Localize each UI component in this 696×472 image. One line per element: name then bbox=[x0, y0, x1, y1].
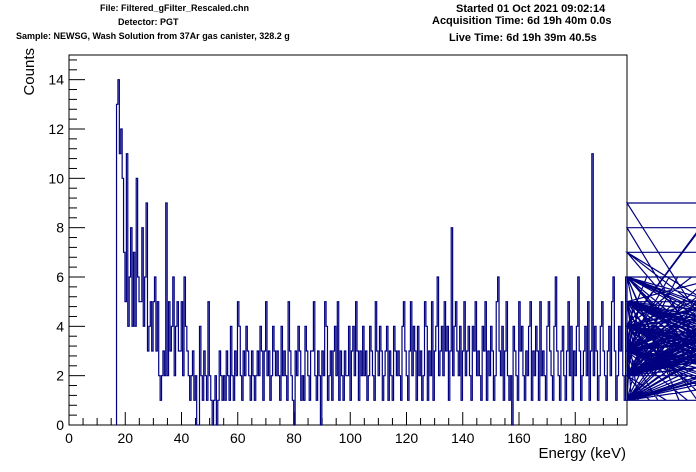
x-tick-label: 40 bbox=[174, 430, 190, 446]
live-time-label: Live Time: 6d 19h 39m 40.5s bbox=[449, 32, 597, 44]
y-tick-label: 0 bbox=[56, 417, 64, 433]
x-tick-label: 140 bbox=[451, 430, 475, 446]
y-tick-label: 12 bbox=[48, 121, 64, 137]
sample-label: Sample: NEWSG, Wash Solution from 37Ar g… bbox=[16, 31, 290, 41]
x-tick-label: 60 bbox=[230, 430, 246, 446]
y-tick-label: 6 bbox=[56, 269, 64, 285]
detector-label: Detector: PGT bbox=[118, 17, 179, 27]
y-tick-label: 8 bbox=[56, 220, 64, 236]
y-tick-label: 14 bbox=[48, 72, 64, 88]
y-axis-title: Counts bbox=[21, 48, 38, 96]
x-axis-title: Energy (keV) bbox=[538, 445, 626, 462]
x-tick-label: 20 bbox=[117, 430, 133, 446]
x-tick-label: 180 bbox=[564, 430, 588, 446]
acquisition-time-label: Acquisition Time: 6d 19h 40m 0.0s bbox=[432, 15, 612, 27]
x-tick-label: 80 bbox=[286, 430, 302, 446]
x-tick-label: 100 bbox=[339, 430, 363, 446]
file-name-label: File: Filtered_gFilter_Rescaled.chn bbox=[100, 3, 250, 13]
y-tick-label: 10 bbox=[48, 170, 64, 186]
spectrum-series-line bbox=[115, 79, 696, 426]
x-tick-label: 160 bbox=[507, 430, 531, 446]
x-tick-label: 0 bbox=[65, 430, 73, 446]
x-tick-label: 120 bbox=[395, 430, 419, 446]
y-tick-label: 4 bbox=[56, 318, 64, 334]
y-tick-label: 2 bbox=[56, 368, 64, 384]
plot-frame bbox=[68, 54, 628, 426]
start-time-label: Started 01 Oct 2021 09:02:14 bbox=[456, 3, 606, 15]
